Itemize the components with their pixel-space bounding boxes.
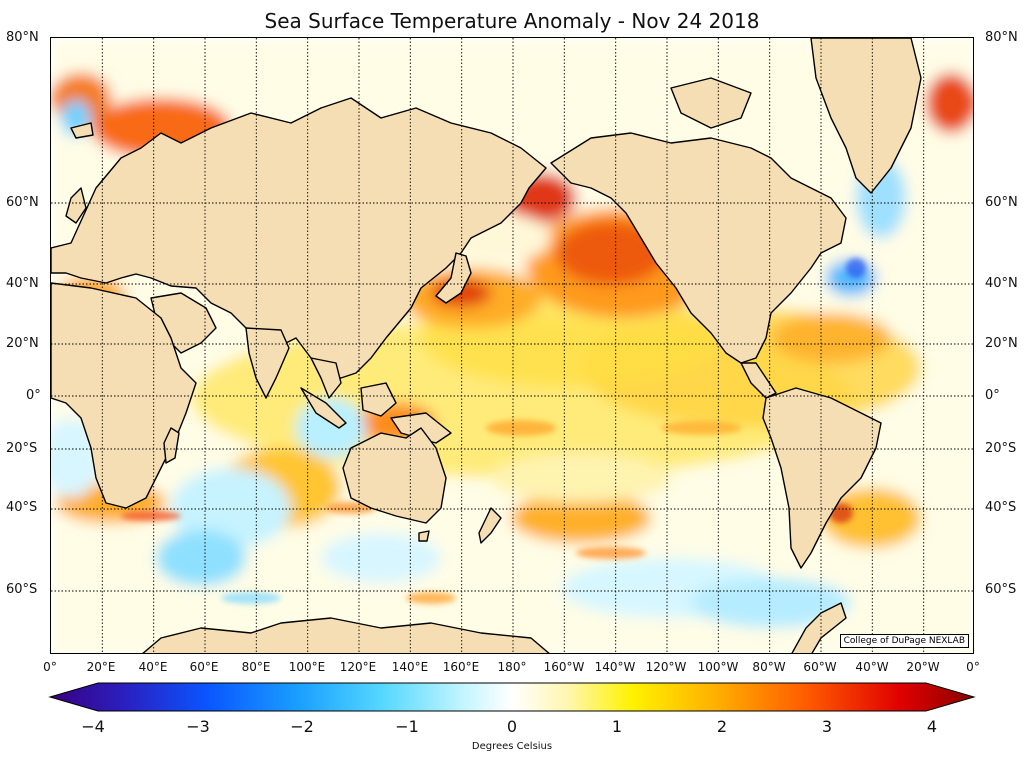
- lat-label-left-40n: 40°N: [6, 276, 39, 291]
- lat-label-right-40s: 40°S: [985, 500, 1017, 515]
- lon-label-80e: 80°E: [241, 660, 271, 674]
- africa: [51, 282, 197, 509]
- colorbar-tick-minus1: −1: [395, 717, 419, 736]
- colorbar-tick-2: 2: [716, 717, 728, 736]
- lat-label-left-0: 0°: [26, 388, 41, 403]
- anomaly-streaks: [121, 258, 866, 604]
- lon-label-20w: 20°W: [906, 660, 940, 674]
- eurasia: [51, 97, 547, 379]
- lon-label-180: 180°: [497, 660, 527, 674]
- lon-label-140e: 140°E: [391, 660, 429, 674]
- lon-label-20e: 20°E: [86, 660, 116, 674]
- lon-label-60e: 60°E: [189, 660, 219, 674]
- lat-label-left-20n: 20°N: [6, 336, 39, 351]
- lon-label-160w: 160°W: [543, 660, 585, 674]
- antarctica: [142, 617, 550, 653]
- sumatra: [300, 387, 347, 429]
- colorbar-tick-minus4: −4: [81, 717, 105, 736]
- lat-label-left-60s: 60°S: [6, 582, 38, 597]
- colorbar: [48, 682, 976, 712]
- australia: [342, 427, 447, 524]
- lon-label-140w: 140°W: [594, 660, 636, 674]
- lon-label-0-east: 0°: [966, 660, 980, 674]
- lat-label-right-60s: 60°S: [985, 582, 1017, 597]
- japan: [435, 252, 472, 304]
- central-america: [740, 362, 777, 399]
- tasmania: [418, 530, 430, 542]
- lon-label-40w: 40°W: [855, 660, 889, 674]
- land-masses: [51, 38, 922, 653]
- north-america: [550, 132, 847, 364]
- arctic-islands: [670, 77, 752, 129]
- colorbar-tick-1: 1: [611, 717, 623, 736]
- colorbar-gradient: [48, 682, 976, 712]
- colorbar-tick-3: 3: [821, 717, 833, 736]
- map-panel: College of DuPage NEXLAB: [50, 37, 974, 654]
- greenland: [810, 38, 922, 194]
- india: [245, 327, 290, 399]
- lon-label-100w: 100°W: [697, 660, 739, 674]
- lon-label-120w: 120°W: [645, 660, 687, 674]
- lon-label-160e: 160°E: [442, 660, 480, 674]
- lat-label-right-60n: 60°N: [985, 195, 1018, 210]
- credit-label: College of DuPage NEXLAB: [839, 634, 969, 648]
- madagascar: [163, 427, 180, 464]
- antarctic-peninsula: [791, 602, 847, 653]
- colorbar-tick-minus3: −3: [186, 717, 210, 736]
- lat-label-left-60n: 60°N: [6, 195, 39, 210]
- lat-label-right-80n: 80°N: [985, 30, 1018, 45]
- lat-label-left-40s: 40°S: [6, 500, 38, 515]
- lat-label-right-20n: 20°N: [985, 336, 1018, 351]
- lon-label-80w: 80°W: [752, 660, 786, 674]
- lon-label-120e: 120°E: [339, 660, 377, 674]
- graticule: [51, 38, 973, 653]
- colorbar-tick-minus2: −2: [290, 717, 314, 736]
- south-america: [762, 387, 882, 569]
- lat-label-left-20s: 20°S: [6, 441, 38, 456]
- lon-label-100e: 100°E: [288, 660, 326, 674]
- iceland: [70, 122, 94, 139]
- colorbar-label: Degrees Celsius: [471, 741, 553, 752]
- colorbar-tick-0: 0: [506, 717, 518, 736]
- new-zealand: [478, 507, 502, 544]
- british-isles: [65, 187, 87, 224]
- borneo: [360, 382, 397, 417]
- lon-label-60w: 60°W: [803, 660, 837, 674]
- lon-label-40e: 40°E: [138, 660, 168, 674]
- lat-label-left-80n: 80°N: [6, 30, 39, 45]
- lat-label-right-20s: 20°S: [985, 441, 1017, 456]
- southeast-asia: [310, 357, 342, 399]
- lon-label-0: 0°: [43, 660, 57, 674]
- lat-label-right-0: 0°: [985, 388, 1000, 403]
- anomaly-map: [51, 38, 973, 653]
- colorbar-tick-4: 4: [926, 717, 938, 736]
- lat-label-right-40n: 40°N: [985, 276, 1018, 291]
- map-title: Sea Surface Temperature Anomaly - Nov 24…: [264, 9, 760, 33]
